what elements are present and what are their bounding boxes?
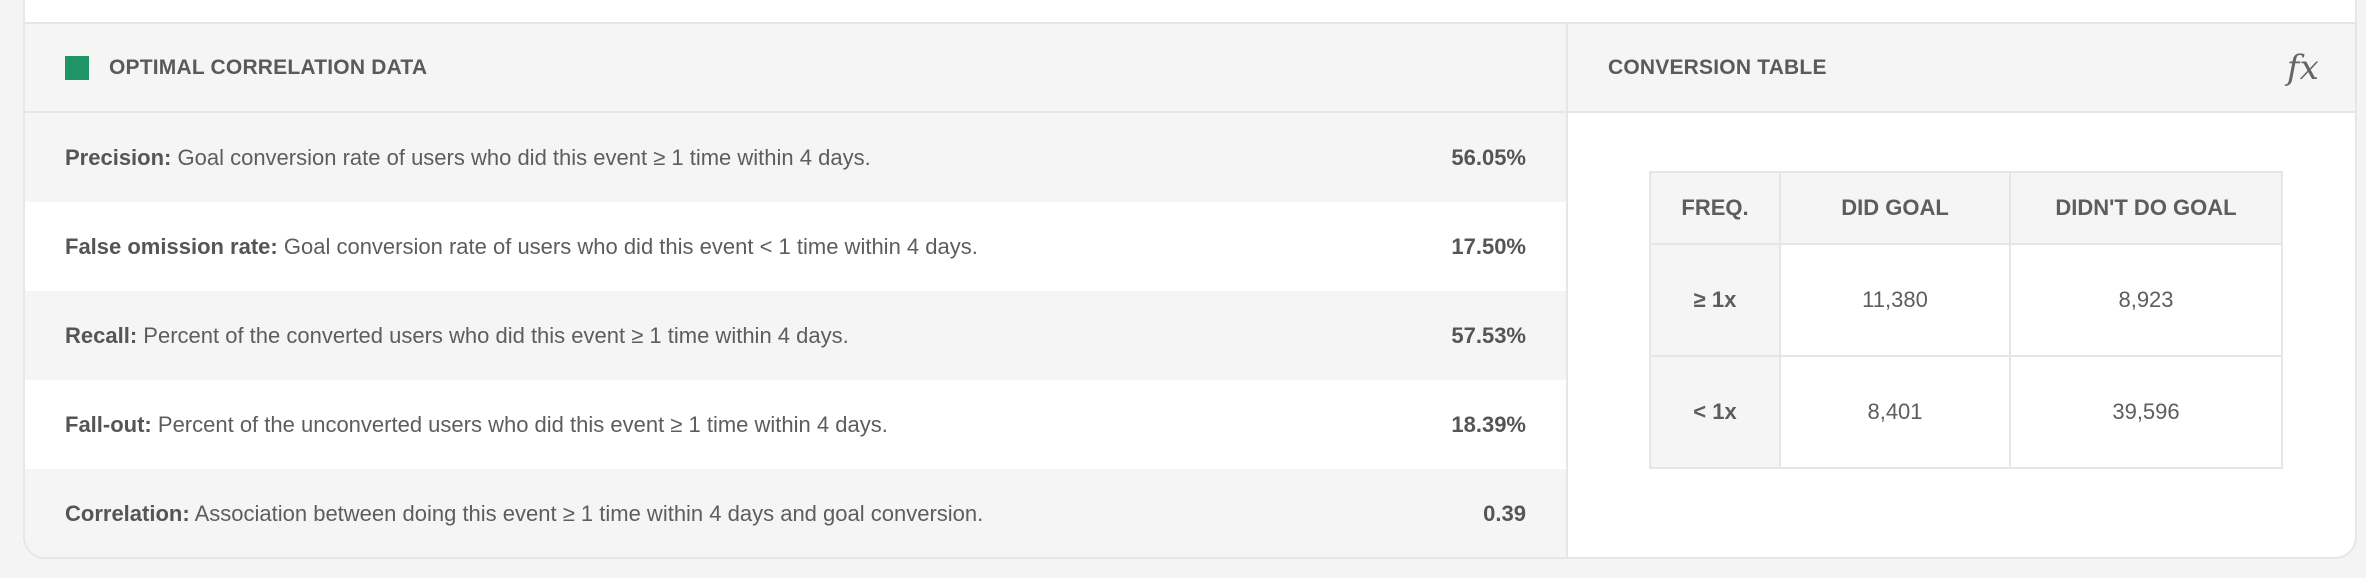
correlation-card: OPTIMAL CORRELATION DATA Precision: Goal… [23, 0, 2357, 559]
table-row: < 1x 8,401 39,596 [1649, 355, 2283, 469]
green-square-icon [65, 55, 89, 80]
conversion-title: CONVERSION TABLE [1608, 55, 1827, 79]
metric-value: 18.39% [1451, 411, 1526, 437]
table-header-row: FREQ. DID GOAL DIDN'T DO GOAL [1649, 171, 2283, 245]
conversion-table: FREQ. DID GOAL DIDN'T DO GOAL ≥ 1x 11,38… [1649, 171, 2283, 469]
metric-label: Fall-out: [65, 411, 152, 437]
freq-cell: < 1x [1649, 355, 1781, 469]
conversion-header: CONVERSION TABLE fx [1568, 22, 2355, 113]
header-freq: FREQ. [1649, 171, 1781, 245]
didnt-do-goal-cell: 39,596 [2009, 355, 2283, 469]
correlation-panel: OPTIMAL CORRELATION DATA Precision: Goal… [25, 22, 1568, 557]
metric-row: False omission rate: Goal conversion rat… [25, 202, 1566, 291]
header-didnt-do-goal: DIDN'T DO GOAL [2009, 171, 2283, 245]
metric-value: 57.53% [1451, 322, 1526, 348]
metric-description: Association between doing this event ≥ 1… [194, 500, 984, 526]
metric-description: Percent of the converted users who did t… [143, 322, 849, 348]
metric-description: Goal conversion rate of users who did th… [283, 233, 978, 259]
metric-label: Recall: [65, 322, 138, 348]
did-goal-cell: 8,401 [1779, 355, 2011, 469]
table-row: ≥ 1x 11,380 8,923 [1649, 243, 2283, 357]
didnt-do-goal-cell: 8,923 [2009, 243, 2283, 357]
metric-text: Precision: Goal conversion rate of users… [65, 145, 871, 171]
metric-description: Percent of the unconverted users who did… [157, 411, 888, 437]
header-did-goal: DID GOAL [1779, 171, 2011, 245]
metric-text: False omission rate: Goal conversion rat… [65, 234, 978, 260]
metric-text: Correlation: Association between doing t… [65, 501, 983, 527]
metric-value: 17.50% [1451, 233, 1526, 259]
metric-value: 56.05% [1451, 144, 1526, 170]
freq-cell: ≥ 1x [1649, 243, 1781, 357]
metric-row: Precision: Goal conversion rate of users… [25, 113, 1566, 202]
metric-row: Recall: Percent of the converted users w… [25, 291, 1566, 380]
correlation-title: OPTIMAL CORRELATION DATA [109, 55, 428, 79]
metric-value: 0.39 [1483, 500, 1526, 526]
metric-text: Fall-out: Percent of the unconverted use… [65, 412, 888, 438]
metric-row: Correlation: Association between doing t… [25, 469, 1566, 557]
metric-row: Fall-out: Percent of the unconverted use… [25, 380, 1566, 469]
did-goal-cell: 11,380 [1779, 243, 2011, 357]
correlation-header: OPTIMAL CORRELATION DATA [25, 22, 1566, 113]
metric-label: Precision: [65, 144, 172, 170]
metric-text: Recall: Percent of the converted users w… [65, 323, 849, 349]
metric-label: Correlation: [65, 500, 190, 526]
formula-fx-icon[interactable]: fx [2286, 47, 2319, 88]
metric-description: Goal conversion rate of users who did th… [177, 144, 871, 170]
conversion-panel: CONVERSION TABLE fx FREQ. DID GOAL DIDN'… [1568, 22, 2355, 557]
metric-label: False omission rate: [65, 233, 278, 259]
